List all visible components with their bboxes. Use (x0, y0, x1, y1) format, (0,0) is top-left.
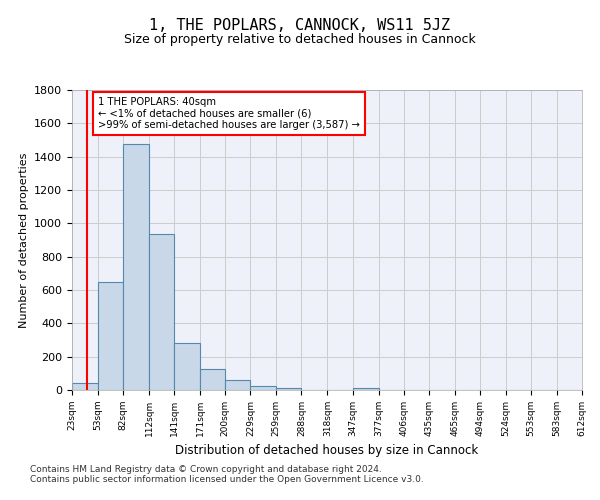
Bar (174, 343, 200, 390)
Text: 1, THE POPLARS, CANNOCK, WS11 5JZ: 1, THE POPLARS, CANNOCK, WS11 5JZ (149, 18, 451, 32)
Bar (353, 388, 379, 390)
Bar (250, 386, 277, 390)
Text: Size of property relative to detached houses in Cannock: Size of property relative to detached ho… (124, 32, 476, 46)
Bar (149, 234, 174, 390)
Text: Contains HM Land Registry data © Crown copyright and database right 2024.: Contains HM Land Registry data © Crown c… (30, 466, 382, 474)
Bar (277, 388, 301, 390)
Bar (200, 369, 225, 390)
Text: 1 THE POPLARS: 40sqm
← <1% of detached houses are smaller (6)
>99% of semi-detac: 1 THE POPLARS: 40sqm ← <1% of detached h… (98, 96, 360, 130)
X-axis label: Distribution of detached houses by size in Cannock: Distribution of detached houses by size … (175, 444, 479, 458)
Bar (225, 380, 250, 390)
Bar (123, 144, 149, 390)
Bar (72, 384, 98, 390)
Bar (98, 282, 123, 390)
Text: Contains public sector information licensed under the Open Government Licence v3: Contains public sector information licen… (30, 476, 424, 484)
Y-axis label: Number of detached properties: Number of detached properties (19, 152, 29, 328)
